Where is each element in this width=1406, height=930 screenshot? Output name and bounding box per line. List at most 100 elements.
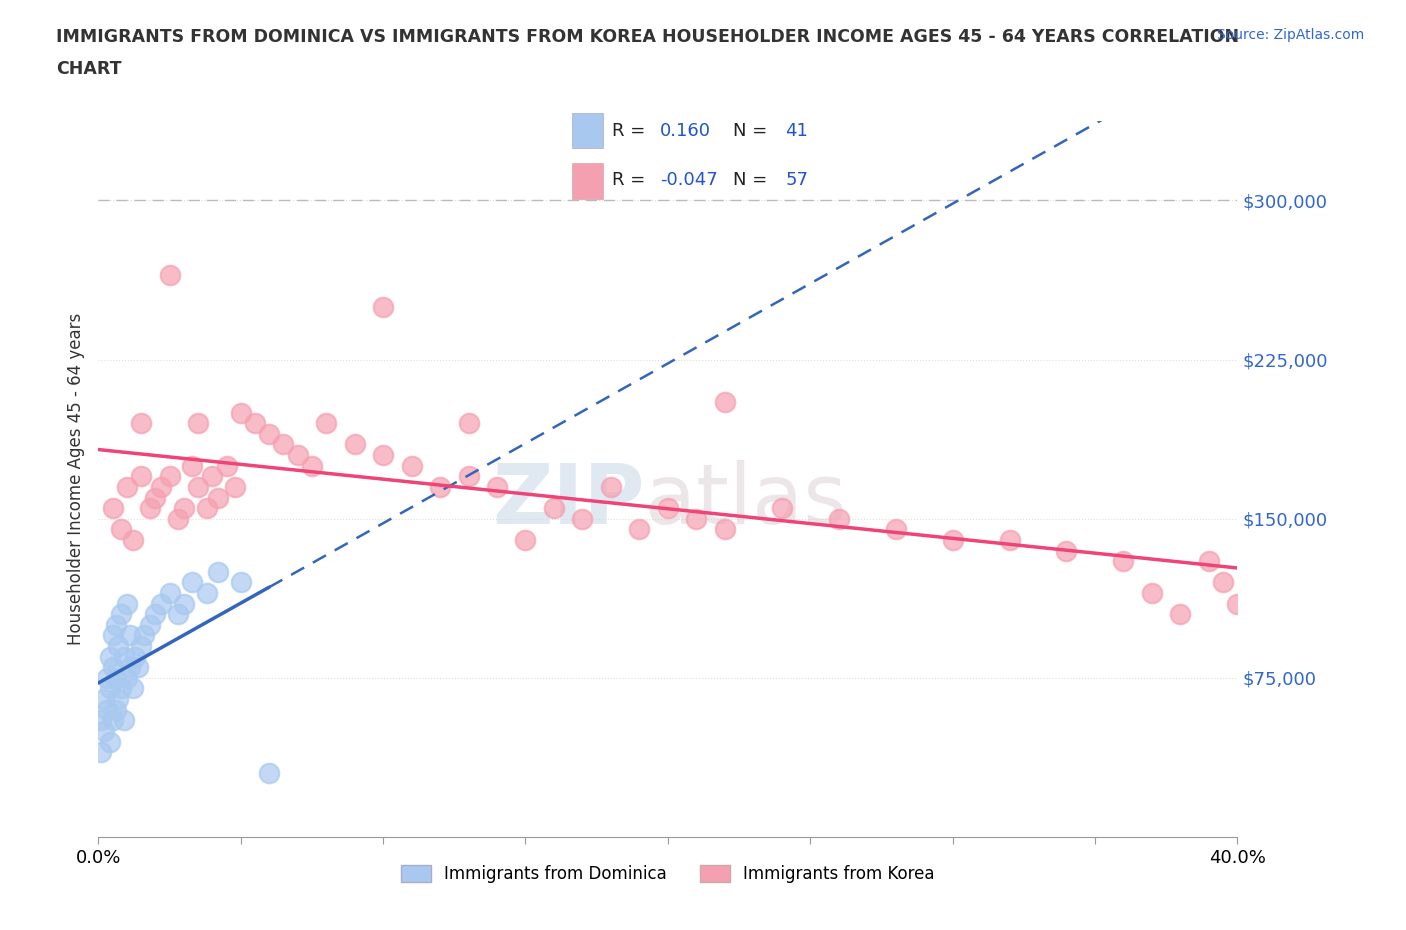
Point [828, 512, 851, 526]
Legend: Immigrants from Dominica, Immigrants from Korea: Immigrants from Dominica, Immigrants fro… [394, 858, 942, 889]
Point [101, 713, 124, 728]
Point [127, 659, 149, 674]
Point [1170, 606, 1192, 621]
Point [229, 405, 252, 420]
Point [543, 500, 565, 515]
Point [486, 480, 509, 495]
Point [107, 692, 129, 707]
Point [259, 427, 281, 442]
Point [714, 522, 737, 537]
Point [96, 702, 118, 717]
Point [195, 586, 218, 601]
Point [167, 512, 190, 526]
Point [110, 522, 132, 537]
FancyBboxPatch shape [572, 113, 603, 148]
Point [115, 480, 138, 495]
Point [343, 437, 366, 452]
Text: N =: N = [733, 122, 772, 140]
Point [121, 681, 143, 696]
Point [942, 533, 965, 548]
Point [138, 618, 160, 632]
Point [187, 480, 209, 495]
Point [159, 267, 181, 282]
Point [104, 702, 127, 717]
Point [96, 671, 118, 685]
Point [301, 458, 323, 473]
Point [187, 416, 209, 431]
Point [167, 606, 190, 621]
Text: atlas: atlas [645, 460, 846, 541]
Point [104, 618, 127, 632]
Point [181, 575, 204, 590]
Point [112, 649, 135, 664]
Point [129, 416, 152, 431]
Point [181, 458, 204, 473]
Point [115, 596, 138, 611]
Point [112, 713, 135, 728]
Point [104, 671, 127, 685]
Y-axis label: Householder Income Ages 45 - 64 years: Householder Income Ages 45 - 64 years [66, 312, 84, 645]
Point [1112, 553, 1135, 568]
Point [173, 596, 195, 611]
Text: CHART: CHART [56, 60, 122, 78]
Point [90, 745, 112, 760]
Point [457, 469, 479, 484]
Point [207, 565, 229, 579]
Point [129, 469, 152, 484]
Text: IMMIGRANTS FROM DOMINICA VS IMMIGRANTS FROM KOREA HOUSEHOLDER INCOME AGES 45 - 6: IMMIGRANTS FROM DOMINICA VS IMMIGRANTS F… [56, 28, 1239, 46]
Point [714, 394, 737, 409]
Point [101, 628, 124, 643]
Point [457, 416, 479, 431]
Point [1056, 543, 1078, 558]
Point [90, 713, 112, 728]
Point [129, 639, 152, 654]
Point [571, 512, 593, 526]
Point [93, 692, 115, 707]
Point [145, 490, 167, 505]
Text: N =: N = [733, 171, 772, 190]
Point [884, 522, 907, 537]
Point [118, 628, 141, 643]
Point [98, 649, 121, 664]
Point [159, 586, 181, 601]
Point [173, 500, 195, 515]
Point [98, 734, 121, 749]
Point [401, 458, 423, 473]
Point [150, 480, 173, 495]
Point [110, 681, 132, 696]
Point [107, 639, 129, 654]
Point [373, 299, 395, 314]
Point [145, 606, 167, 621]
Point [150, 596, 173, 611]
Point [93, 724, 115, 738]
Point [201, 469, 224, 484]
FancyBboxPatch shape [572, 164, 603, 199]
Text: R =: R = [612, 122, 651, 140]
Point [287, 447, 309, 462]
Point [118, 659, 141, 674]
Point [770, 500, 793, 515]
Point [115, 671, 138, 685]
Point [124, 649, 146, 664]
Point [101, 659, 124, 674]
Point [998, 533, 1021, 548]
Point [429, 480, 451, 495]
Point [132, 628, 155, 643]
Point [1212, 575, 1234, 590]
Point [121, 533, 143, 548]
Point [1226, 596, 1249, 611]
Point [98, 681, 121, 696]
Point [229, 575, 252, 590]
Text: 41: 41 [785, 122, 808, 140]
Point [224, 480, 246, 495]
Point [207, 490, 229, 505]
Point [1140, 586, 1163, 601]
Point [138, 500, 160, 515]
Point [243, 416, 266, 431]
Point [657, 500, 679, 515]
Point [515, 533, 537, 548]
Text: 57: 57 [785, 171, 808, 190]
Point [101, 500, 124, 515]
Point [685, 512, 707, 526]
Point [373, 447, 395, 462]
